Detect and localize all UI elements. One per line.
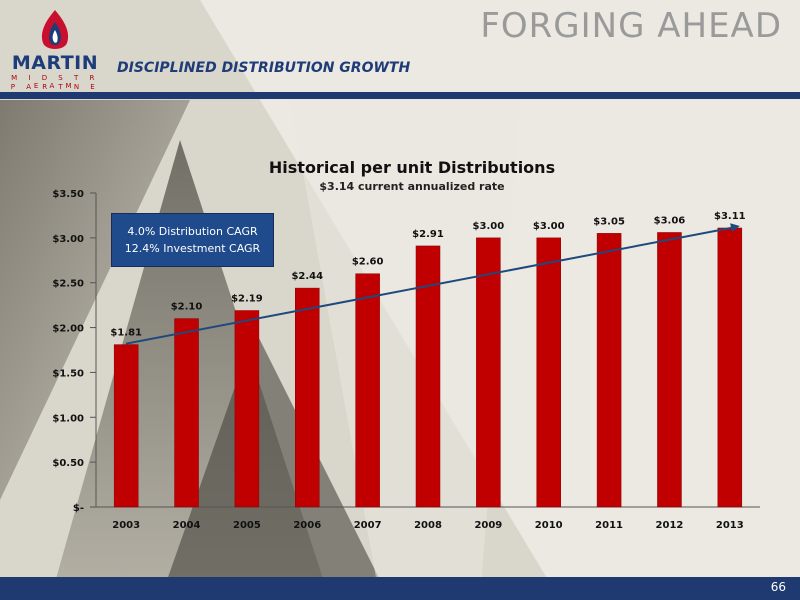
- x-tick-label: 2012: [656, 520, 684, 531]
- data-label-2003: $1.81: [110, 328, 142, 339]
- data-label-2013: $3.11: [714, 211, 746, 222]
- company-logo: MARTIN M I D S T R E A M P A R T N E R S: [10, 8, 100, 99]
- bottom-footer-bar: [0, 577, 800, 600]
- y-tick-label: $2.00: [52, 324, 84, 335]
- slide-subtitle: DISCIPLINED DISTRIBUTION GROWTH: [117, 60, 411, 76]
- bar-2008: [415, 245, 441, 508]
- bar-2011: [596, 233, 622, 508]
- bar-2004: [174, 318, 199, 508]
- bar-2013: [717, 227, 743, 508]
- x-tick-label: 2009: [474, 520, 502, 531]
- data-label-2010: $3.00: [533, 221, 565, 232]
- x-tick-label: 2013: [716, 520, 744, 531]
- x-tick-label: 2003: [112, 520, 140, 531]
- x-tick-label: 2007: [354, 520, 382, 531]
- data-label-2004: $2.10: [171, 302, 203, 313]
- bar-2012: [657, 232, 682, 508]
- investment-cagr-text: 12.4% Investment CAGR: [124, 242, 261, 255]
- bar-2005: [234, 310, 260, 508]
- page-number: 66: [770, 580, 786, 594]
- bar-2009: [476, 237, 501, 508]
- x-tick-label: 2010: [535, 520, 563, 531]
- y-tick-label: $3.50: [52, 189, 84, 200]
- y-tick-label: $-: [73, 503, 84, 514]
- logo-subtext-line1: M I D S T R E A M: [11, 74, 99, 90]
- chart-subtitle: $3.14 current annualized rate: [319, 180, 504, 193]
- data-label-2011: $3.05: [593, 216, 625, 227]
- data-label-2008: $2.91: [412, 229, 444, 240]
- data-label-2006: $2.44: [291, 271, 323, 282]
- distribution-cagr-text: 4.0% Distribution CAGR: [127, 225, 258, 238]
- x-tick-label: 2011: [595, 520, 623, 531]
- bar-2010: [536, 237, 561, 508]
- data-label-2005: $2.19: [231, 294, 263, 305]
- flame-icon: [41, 10, 69, 49]
- logo-word: MARTIN: [11, 52, 99, 74]
- x-tick-label: 2004: [173, 520, 201, 531]
- bar-2003: [113, 344, 139, 508]
- slide-title: FORGING AHEAD: [480, 6, 782, 46]
- data-label-2009: $3.00: [473, 221, 505, 232]
- cagr-callout-box: 4.0% Distribution CAGR 12.4% Investment …: [111, 213, 274, 267]
- x-tick-label: 2008: [414, 520, 442, 531]
- y-tick-label: $1.00: [52, 413, 84, 424]
- chart-title: Historical per unit Distributions: [269, 158, 555, 177]
- y-tick-label: $2.50: [52, 279, 84, 290]
- plot-area: $- $0.50 $1.00 $1.50 $2.00 $2.50 $3.00 $3.50 $1.…: [52, 189, 760, 531]
- trendline-arrowhead: [730, 223, 740, 233]
- y-tick-label: $0.50: [52, 458, 84, 469]
- data-label-2007: $2.60: [352, 257, 384, 268]
- trendline: [125, 226, 737, 345]
- top-divider-bar: [0, 92, 800, 99]
- x-tick-label: 2006: [293, 520, 321, 531]
- y-tick-label: $1.50: [52, 368, 84, 379]
- bar-2007: [355, 273, 380, 508]
- data-label-2012: $3.06: [654, 215, 686, 226]
- bar-2006: [295, 287, 320, 508]
- x-tick-label: 2005: [233, 520, 261, 531]
- y-tick-label: $3.00: [52, 234, 84, 245]
